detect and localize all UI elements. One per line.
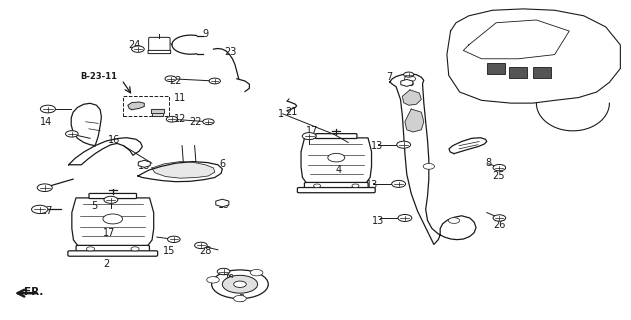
- Circle shape: [493, 215, 505, 221]
- Text: 8: 8: [486, 158, 492, 168]
- Text: 22: 22: [190, 117, 202, 127]
- Circle shape: [449, 218, 459, 223]
- Text: 5: 5: [91, 201, 97, 211]
- Circle shape: [314, 184, 321, 188]
- Circle shape: [131, 247, 139, 251]
- Circle shape: [32, 205, 48, 213]
- Circle shape: [207, 277, 220, 283]
- Text: 23: 23: [224, 47, 237, 57]
- Text: 21: 21: [285, 107, 298, 117]
- Circle shape: [404, 72, 414, 77]
- Text: 13: 13: [371, 141, 383, 151]
- Circle shape: [217, 268, 230, 275]
- Circle shape: [302, 132, 316, 140]
- Circle shape: [233, 281, 246, 287]
- Text: 20: 20: [222, 274, 235, 284]
- Circle shape: [86, 247, 95, 251]
- Text: 19: 19: [218, 200, 230, 210]
- Circle shape: [233, 295, 246, 302]
- Circle shape: [404, 76, 416, 82]
- Circle shape: [40, 105, 56, 113]
- Circle shape: [211, 270, 268, 299]
- Circle shape: [222, 275, 257, 293]
- Circle shape: [194, 242, 207, 249]
- FancyBboxPatch shape: [68, 251, 158, 256]
- Polygon shape: [71, 103, 102, 146]
- Circle shape: [328, 153, 345, 162]
- Polygon shape: [128, 102, 144, 110]
- Polygon shape: [216, 199, 229, 207]
- FancyBboxPatch shape: [297, 188, 375, 193]
- Polygon shape: [401, 79, 413, 86]
- Text: 6: 6: [219, 159, 225, 169]
- Text: 13: 13: [372, 216, 384, 226]
- Circle shape: [209, 78, 220, 84]
- Text: 15: 15: [163, 246, 175, 256]
- Circle shape: [493, 164, 505, 171]
- Circle shape: [352, 184, 359, 188]
- FancyBboxPatch shape: [76, 245, 150, 252]
- Text: 18: 18: [138, 161, 150, 172]
- Text: 4: 4: [336, 165, 342, 175]
- Circle shape: [37, 184, 52, 192]
- Text: 27: 27: [40, 206, 52, 216]
- FancyBboxPatch shape: [89, 194, 136, 198]
- FancyBboxPatch shape: [148, 50, 171, 53]
- Circle shape: [167, 116, 177, 122]
- Text: 22: 22: [170, 76, 182, 86]
- FancyBboxPatch shape: [304, 182, 368, 189]
- Text: 17: 17: [103, 228, 116, 238]
- Polygon shape: [301, 138, 372, 183]
- Text: 17: 17: [306, 126, 319, 136]
- Text: 18: 18: [403, 78, 415, 88]
- Polygon shape: [449, 138, 487, 154]
- Circle shape: [392, 180, 406, 188]
- Polygon shape: [152, 162, 215, 178]
- Polygon shape: [151, 109, 165, 113]
- Text: 14: 14: [40, 117, 52, 127]
- Polygon shape: [405, 109, 424, 132]
- Circle shape: [203, 119, 214, 124]
- Text: 11: 11: [174, 93, 186, 103]
- Polygon shape: [403, 90, 422, 105]
- Polygon shape: [72, 198, 154, 246]
- Text: 13: 13: [366, 180, 379, 190]
- Circle shape: [251, 269, 263, 276]
- Circle shape: [103, 214, 122, 224]
- Circle shape: [397, 141, 411, 148]
- Polygon shape: [390, 74, 476, 244]
- Text: 1: 1: [278, 109, 284, 119]
- Circle shape: [423, 164, 435, 169]
- Polygon shape: [138, 160, 150, 167]
- Polygon shape: [152, 113, 163, 116]
- Circle shape: [165, 76, 176, 82]
- Text: 16: 16: [108, 135, 120, 145]
- Circle shape: [398, 214, 412, 221]
- Text: 24: 24: [129, 40, 141, 50]
- Circle shape: [66, 131, 78, 137]
- Text: B-23-11: B-23-11: [80, 72, 117, 81]
- Text: 7: 7: [387, 72, 393, 82]
- Text: FR.: FR.: [24, 287, 43, 297]
- Text: 10: 10: [151, 38, 163, 48]
- Polygon shape: [138, 162, 222, 182]
- Circle shape: [132, 46, 144, 52]
- Text: 2: 2: [103, 259, 110, 268]
- Text: 25: 25: [492, 171, 504, 181]
- Circle shape: [104, 196, 118, 203]
- Polygon shape: [69, 138, 143, 165]
- FancyBboxPatch shape: [149, 37, 170, 52]
- Text: 28: 28: [199, 246, 211, 256]
- Text: 26: 26: [493, 220, 505, 230]
- Circle shape: [168, 236, 180, 243]
- FancyBboxPatch shape: [316, 134, 357, 139]
- Text: 9: 9: [203, 29, 208, 39]
- Text: 3: 3: [239, 293, 245, 304]
- Text: 12: 12: [174, 114, 186, 124]
